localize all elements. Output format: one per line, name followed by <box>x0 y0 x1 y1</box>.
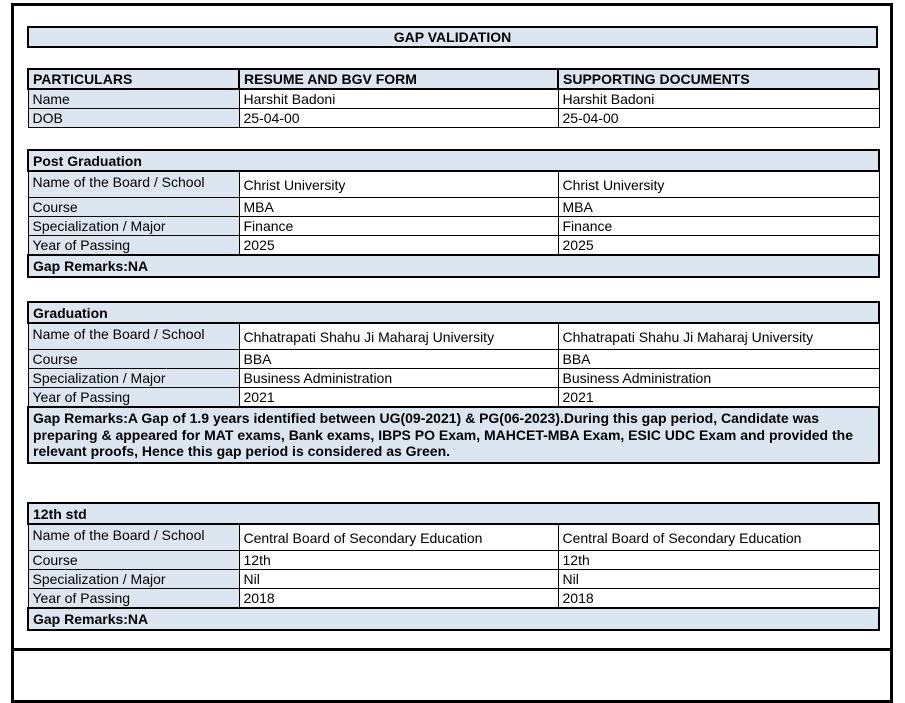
page-title: GAP VALIDATION <box>27 26 878 48</box>
table-row: Year of Passing 2025 2025 <box>27 234 880 255</box>
row-label-cell: Name of the Board / School <box>27 170 240 198</box>
gap-remarks: Gap Remarks:NA <box>26 606 881 632</box>
gap-remarks-row: Gap Remarks:A Gap of 1.9 years identifie… <box>26 405 881 465</box>
resume-value-cell: 2021 <box>238 386 559 408</box>
table-row: Name of the Board / School Christ Univer… <box>27 170 880 198</box>
table-row: Name Harshit Badoni Harshit Badoni <box>27 88 880 109</box>
supporting-value-cell: Christ University <box>557 170 880 198</box>
resume-value-cell: Central Board of Secondary Education <box>238 523 559 551</box>
row-label-cell: Name of the Board / School <box>27 322 240 350</box>
section-header-row: 12th std <box>26 502 881 526</box>
resume-value-cell: Business Administration <box>238 367 559 388</box>
section-title: Post Graduation <box>26 149 881 172</box>
supporting-value-cell: Chhatrapati Shahu Ji Maharaj University <box>557 322 880 350</box>
table-row: Name of the Board / School Chhatrapati S… <box>27 322 880 350</box>
supporting-value-cell: 25-04-00 <box>557 108 880 128</box>
table-row: Specialization / Major Finance Finance <box>27 215 880 236</box>
table-row: Course MBA MBA <box>27 196 880 217</box>
row-label-cell: DOB <box>27 108 240 128</box>
supporting-value-cell: Finance <box>557 215 880 236</box>
column-header-resume-bgv: RESUME AND BGV FORM <box>238 68 559 90</box>
supporting-value-cell: BBA <box>557 348 880 369</box>
row-label-cell: Course <box>27 348 240 369</box>
table-row: Year of Passing 2021 2021 <box>27 386 880 408</box>
supporting-value-cell: 12th <box>557 549 880 570</box>
gap-remarks-row: Gap Remarks:NA <box>26 253 881 279</box>
table-header-row: PARTICULARS RESUME AND BGV FORM SUPPORTI… <box>27 68 880 90</box>
row-label-cell: Specialization / Major <box>27 367 240 388</box>
gap-remarks: Gap Remarks:A Gap of 1.9 years identifie… <box>26 405 881 465</box>
document-page: GAP VALIDATION PARTICULARS RESUME AND BG… <box>11 3 893 703</box>
gap-remarks: Gap Remarks:NA <box>26 253 881 279</box>
resume-value-cell: 25-04-00 <box>238 108 559 128</box>
section-header-row: Graduation <box>26 301 881 325</box>
row-label-cell: Year of Passing <box>27 234 240 255</box>
row-label-cell: Name <box>27 88 240 109</box>
row-label-cell: Specialization / Major <box>27 568 240 589</box>
resume-value-cell: Finance <box>238 215 559 236</box>
resume-value-cell: Chhatrapati Shahu Ji Maharaj University <box>238 322 559 350</box>
gap-remarks-row: Gap Remarks:NA <box>26 606 881 632</box>
row-label-cell: Name of the Board / School <box>27 523 240 551</box>
resume-value-cell: Nil <box>238 568 559 589</box>
row-label-cell: Course <box>27 196 240 217</box>
table-row: Specialization / Major Business Administ… <box>27 367 880 388</box>
next-table-top-border <box>14 648 890 652</box>
supporting-value-cell: Business Administration <box>557 367 880 388</box>
supporting-value-cell: Harshit Badoni <box>557 88 880 109</box>
section-title: Graduation <box>26 301 881 325</box>
resume-value-cell: 2018 <box>238 587 559 609</box>
supporting-value-cell: Central Board of Secondary Education <box>557 523 880 551</box>
resume-value-cell: 12th <box>238 549 559 570</box>
resume-value-cell: 2025 <box>238 234 559 255</box>
table-row: Year of Passing 2018 2018 <box>27 587 880 609</box>
table-row: Course BBA BBA <box>27 348 880 369</box>
column-header-supporting-docs: SUPPORTING DOCUMENTS <box>557 68 880 90</box>
row-label-cell: Specialization / Major <box>27 215 240 236</box>
row-label-cell: Year of Passing <box>27 386 240 408</box>
section-table-post-graduation: Post Graduation Name of the Board / Scho… <box>26 149 881 279</box>
table-row: DOB 25-04-00 25-04-00 <box>27 108 880 128</box>
supporting-value-cell: 2018 <box>557 587 880 609</box>
column-header-particulars: PARTICULARS <box>27 68 240 90</box>
row-label-cell: Course <box>27 549 240 570</box>
resume-value-cell: Christ University <box>238 170 559 198</box>
resume-value-cell: BBA <box>238 348 559 369</box>
row-label-cell: Year of Passing <box>27 587 240 609</box>
section-table-graduation: Graduation Name of the Board / School Ch… <box>26 301 881 465</box>
section-title: 12th std <box>26 502 881 526</box>
supporting-value-cell: 2025 <box>557 234 880 255</box>
table-row: Specialization / Major Nil Nil <box>27 568 880 589</box>
particulars-table: PARTICULARS RESUME AND BGV FORM SUPPORTI… <box>27 68 880 128</box>
supporting-value-cell: Nil <box>557 568 880 589</box>
supporting-value-cell: 2021 <box>557 386 880 408</box>
resume-value-cell: MBA <box>238 196 559 217</box>
section-table-12th-std: 12th std Name of the Board / School Cent… <box>26 502 881 632</box>
table-row: Course 12th 12th <box>27 549 880 570</box>
supporting-value-cell: MBA <box>557 196 880 217</box>
section-header-row: Post Graduation <box>26 149 881 172</box>
table-row: Name of the Board / School Central Board… <box>27 523 880 551</box>
resume-value-cell: Harshit Badoni <box>238 88 559 109</box>
